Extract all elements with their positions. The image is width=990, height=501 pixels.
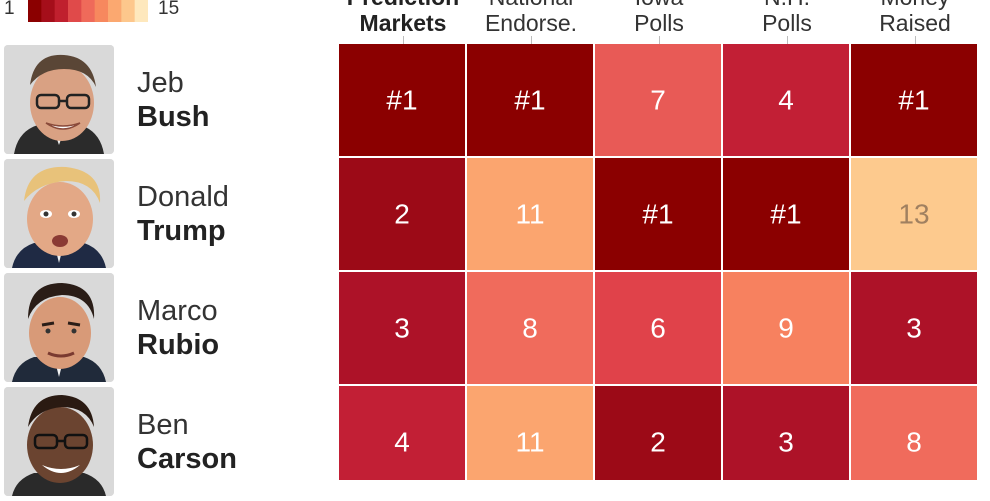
- candidate-row-carson: Ben Carson: [0, 387, 330, 501]
- header-divider: [531, 36, 532, 44]
- heatmap-cell-bush-2: [595, 44, 721, 156]
- heatmap-cell-label: #1: [386, 85, 417, 116]
- heatmap-cell-label: 11: [515, 199, 544, 230]
- column-header-prediction-markets: Prediction Markets: [347, 0, 459, 36]
- heatmap-cell-label: 8: [522, 313, 538, 344]
- heatmap-cell-rubio-2: [595, 272, 721, 384]
- candidate-last-name: Bush: [137, 101, 210, 133]
- heatmap-cell-carson-4: [851, 386, 977, 480]
- column-header-iowa-polls: Iowa Polls: [634, 0, 684, 36]
- legend-swatch: [28, 0, 42, 22]
- heatmap-cell-trump-0: [339, 158, 465, 270]
- heatmap-cell-label: #1: [642, 199, 673, 230]
- color-scale-legend: 1 15: [0, 0, 200, 28]
- heatmap-cell-carson-2: [595, 386, 721, 480]
- ranking-heatmap: #1 #1 7 4 #1 2 11 #1 #1 13 3 8 6 9 3 4 11 2 3 8: [339, 44, 977, 480]
- column-header-money-raised: Money Raised: [879, 0, 951, 36]
- column-header-nh-polls: N.H. Polls: [762, 0, 812, 36]
- candidate-first-name: Marco: [137, 295, 218, 327]
- heatmap-cell-label: 3: [906, 313, 922, 344]
- heatmap-cell-bush-0: [339, 44, 465, 156]
- heatmap-cell-bush-3: [723, 44, 849, 156]
- heatmap-cell-rubio-0: [339, 272, 465, 384]
- heatmap-cell-label: #1: [514, 85, 545, 116]
- candidate-first-name: Jeb: [137, 67, 184, 99]
- candidate-photo: [4, 273, 114, 382]
- candidate-row-trump: Donald Trump: [0, 159, 330, 273]
- candidate-row-rubio: Marco Rubio: [0, 273, 330, 387]
- candidate-row-bush: Jeb Bush: [0, 45, 330, 159]
- heatmap-cell-trump-1: [467, 158, 593, 270]
- heatmap-cell-label: 4: [778, 85, 794, 116]
- heatmap-cell-label: #1: [898, 85, 929, 116]
- legend-max-label: 15: [158, 0, 180, 19]
- heatmap-cell-label: 2: [650, 427, 666, 458]
- header-divider: [915, 36, 916, 44]
- heatmap-cell-carson-1: [467, 386, 593, 480]
- header-divider: [403, 36, 404, 44]
- heatmap-cell-label: 7: [650, 85, 666, 116]
- candidate-last-name: Trump: [137, 215, 226, 247]
- heatmap-cell-trump-3: [723, 158, 849, 270]
- heatmap-cell-trump-2: [595, 158, 721, 270]
- heatmap-cell-label: #1: [770, 199, 801, 230]
- heatmap-cell-label: 13: [898, 199, 929, 230]
- heatmap-cell-rubio-1: [467, 272, 593, 384]
- heatmap-cell-trump-4: [851, 158, 977, 270]
- heatmap-cell-label: 6: [650, 313, 666, 344]
- legend-swatch: [41, 0, 56, 22]
- legend-swatch: [108, 0, 122, 22]
- heatmap-cell-rubio-3: [723, 272, 849, 384]
- legend-swatch: [54, 0, 69, 22]
- candidate-first-name: Donald: [137, 181, 229, 213]
- column-header-national-endorse: National Endorse.: [484, 0, 578, 36]
- heatmap-cell-label: 2: [394, 199, 410, 230]
- header-divider: [659, 36, 660, 44]
- legend-swatch: [81, 0, 96, 22]
- candidate-last-name: Rubio: [137, 329, 220, 361]
- heatmap-cell-label: 3: [394, 313, 410, 344]
- candidate-photo: [4, 45, 114, 154]
- heatmap-cell-label: 11: [515, 427, 544, 458]
- legend-swatch: [134, 0, 148, 22]
- heatmap-cell-carson-0: [339, 386, 465, 480]
- heatmap-cell-bush-1: [467, 44, 593, 156]
- candidate-photo: [4, 159, 114, 268]
- heatmap-cell-label: 4: [394, 427, 410, 458]
- candidate-first-name: Ben: [137, 409, 189, 441]
- heatmap-cell-label: 9: [778, 313, 794, 344]
- heatmap-cell-carson-3: [723, 386, 849, 480]
- candidate-last-name: Carson: [137, 443, 237, 475]
- header-divider: [787, 36, 788, 44]
- heatmap-cell-label: 3: [778, 427, 794, 458]
- legend-min-label: 1: [4, 0, 15, 19]
- heatmap-cell-label: 8: [906, 427, 922, 458]
- legend-gradient-bar: [28, 0, 148, 22]
- legend-swatch: [68, 0, 82, 22]
- heatmap-cell-bush-4: [851, 44, 977, 156]
- legend-swatch: [94, 0, 109, 22]
- legend-swatch: [121, 0, 136, 22]
- heatmap-cell-rubio-4: [851, 272, 977, 384]
